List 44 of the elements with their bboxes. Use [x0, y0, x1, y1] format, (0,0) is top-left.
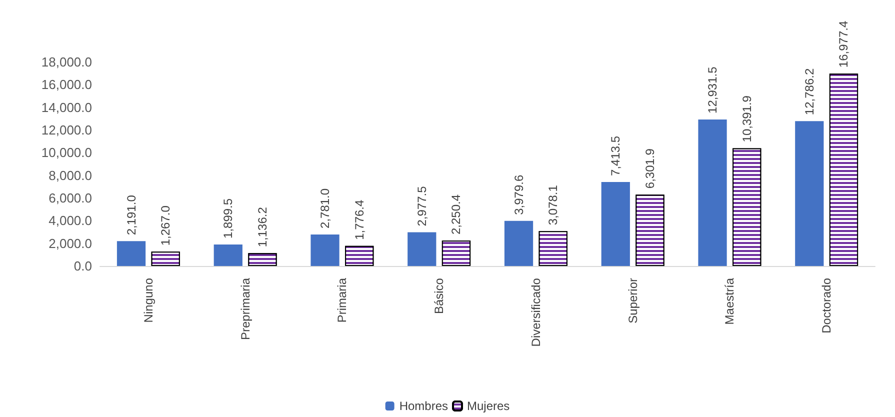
y-tick-label: 16,000.0: [41, 77, 92, 92]
bar: [601, 182, 630, 266]
x-tick-label: Preprimaria: [238, 278, 252, 340]
x-tick-label: Básico: [432, 278, 446, 314]
data-label: 12,786.2: [802, 68, 816, 116]
y-tick-label: 12,000.0: [41, 122, 92, 138]
y-tick-label: 2,000.0: [48, 236, 92, 251]
data-label: 2,781.0: [318, 188, 332, 228]
legend-label: Hombres: [399, 399, 448, 413]
data-label: 3,078.1: [546, 184, 560, 226]
y-tick-label: 6,000.0: [48, 190, 92, 206]
x-tick-label: Diversificado: [528, 278, 543, 347]
data-label: 12,931.5: [706, 66, 720, 114]
data-label: 1,899.5: [221, 198, 236, 238]
bar: [698, 119, 727, 266]
data-label: 1,267.0: [158, 205, 173, 246]
y-tick-label: 10,000.0: [41, 145, 92, 160]
bar: [214, 244, 242, 266]
bar: [116, 241, 146, 266]
data-label: 2,191.0: [124, 194, 138, 236]
y-tick-label: 0.0: [74, 258, 92, 274]
y-tick-label: 4,000.0: [48, 213, 92, 228]
data-label: 2,250.4: [449, 194, 464, 234]
data-label: 16,977.4: [836, 20, 851, 68]
bar: [504, 220, 534, 266]
y-tick-label: 14,000.0: [41, 100, 92, 115]
y-tick-label: 18,000.0: [41, 54, 92, 70]
bar: [408, 232, 436, 266]
x-tick-label: Maestría: [722, 278, 737, 325]
data-label: 1,136.2: [255, 206, 270, 248]
bar: [310, 234, 340, 266]
data-label: 6,301.9: [642, 148, 657, 189]
data-label: 3,979.6: [512, 174, 526, 215]
x-tick-label: Doctorado: [820, 278, 834, 334]
y-tick-label: 8,000.0: [48, 168, 92, 183]
x-tick-label: Ninguno: [141, 278, 156, 323]
data-label: 2,977.5: [414, 186, 429, 226]
data-label: 10,391.9: [740, 95, 754, 142]
data-label: 7,413.5: [608, 136, 623, 176]
x-tick-label: Superior: [626, 278, 640, 324]
data-label: 1,776.4: [352, 200, 366, 240]
legend-label: Mujeres: [467, 399, 510, 413]
bar: [795, 121, 824, 266]
x-tick-label: Primaria: [335, 278, 350, 323]
